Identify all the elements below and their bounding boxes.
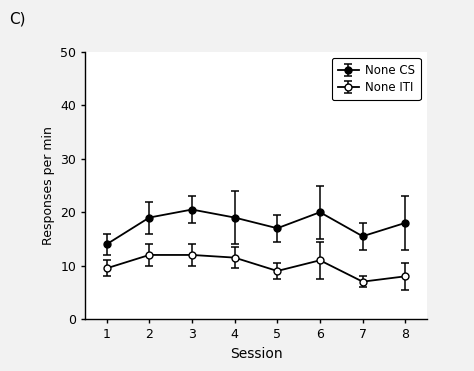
X-axis label: Session: Session: [229, 347, 283, 361]
Text: C): C): [9, 11, 26, 26]
Y-axis label: Responses per min: Responses per min: [42, 126, 55, 245]
Legend: None CS, None ITI: None CS, None ITI: [332, 58, 421, 101]
